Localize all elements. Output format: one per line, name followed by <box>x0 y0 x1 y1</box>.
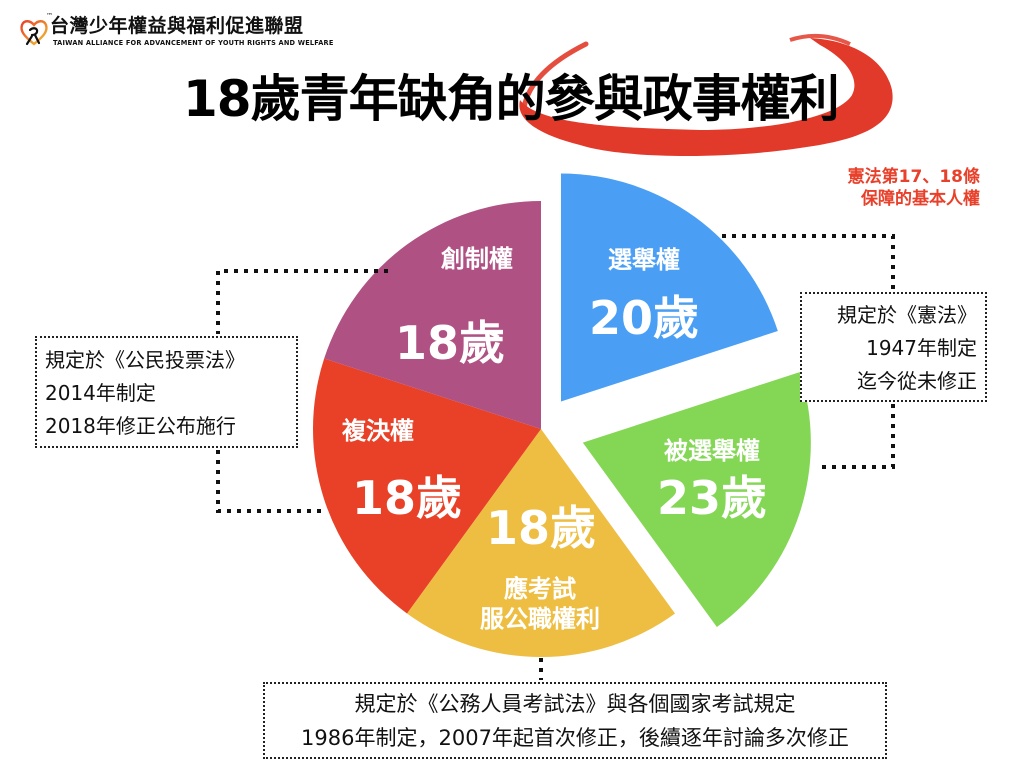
age-referendum-right: 18歲 <box>351 471 462 525</box>
annotation-line-1: 憲法第17、18條 <box>847 167 980 187</box>
callout-line: 2018年修正公布施行 <box>45 414 236 438</box>
brush-stroke-main <box>519 38 893 156</box>
callout-line: 2014年制定 <box>45 381 156 405</box>
trademark-symbol: ™ <box>46 12 53 20</box>
organization-name-english: TAIWAN ALLIANCE FOR ADVANCEMENT OF YOUTH… <box>53 39 334 47</box>
callout-line: 規定於《憲法》 <box>837 303 977 327</box>
callout-line: 規定於《公務人員考試法》與各個國家考試規定 <box>354 692 796 716</box>
red-brush-circle-highlight <box>519 33 893 156</box>
constitution-annotation: 憲法第17、18條 保障的基本人權 <box>780 166 980 210</box>
connector-right-box-to-elected <box>820 404 895 469</box>
label-voting-right: 選舉權 <box>608 246 680 274</box>
callout-civil-service-exam-act: 規定於《公務人員考試法》與各個國家考試規定 1986年制定，2007年起首次修正… <box>263 682 887 759</box>
label-right-to-be-elected: 被選舉權 <box>664 437 760 465</box>
page-title: 18歲青年缺角的參與政事權利 <box>183 70 840 128</box>
slice-initiative-right <box>324 201 541 429</box>
label-initiative-right: 創制權 <box>441 245 513 273</box>
label-exam-public-office-right-line2: 服公職權利 <box>480 605 600 633</box>
age-voting-right: 20歲 <box>588 291 699 345</box>
label-referendum-right: 複決權 <box>342 417 414 445</box>
label-exam-public-office-right-line1: 應考試 <box>504 575 576 603</box>
callout-line: 1947年制定 <box>866 336 977 360</box>
connector-left-box-to-referendum <box>216 450 327 513</box>
slice-voting-right <box>560 173 778 402</box>
brush-stroke-top <box>789 33 851 46</box>
heart-figure-logo-icon <box>20 20 48 46</box>
age-exam-public-office-right: 18歲 <box>485 501 596 555</box>
connector-initiative-to-left-box <box>216 269 388 334</box>
connector-voting-to-right-box <box>722 234 895 290</box>
age-right-to-be-elected: 23歲 <box>656 471 767 525</box>
brush-stroke-left-tail <box>521 41 589 111</box>
callout-constitution: 規定於《憲法》 1947年制定 迄今從未修正 <box>800 292 987 402</box>
pie-slices <box>313 173 811 657</box>
callout-line: 迄今從未修正 <box>857 369 977 393</box>
callout-line: 規定於《公民投票法》 <box>45 348 245 372</box>
annotation-line-2: 保障的基本人權 <box>861 189 980 209</box>
dotted-connectors <box>216 234 895 680</box>
callout-referendum-act: 規定於《公民投票法》 2014年制定 2018年修正公布施行 <box>35 336 298 448</box>
organization-name: 台灣少年權益與福利促進聯盟 <box>50 15 304 37</box>
slice-exam-public-office-right <box>406 429 676 657</box>
slice-referendum-right <box>313 358 541 614</box>
slice-right-to-be-elected <box>582 372 811 628</box>
age-initiative-right: 18歲 <box>394 316 505 370</box>
callout-line: 1986年制定，2007年起首次修正，後續逐年討論多次修正 <box>301 726 849 750</box>
